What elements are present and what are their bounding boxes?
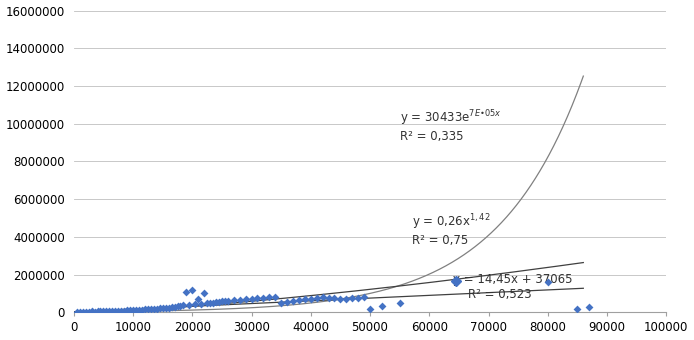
Point [282, 299, 293, 305]
Point [86, 309, 97, 314]
Point [329, 295, 340, 301]
Point [98, 308, 109, 314]
Point [80, 309, 91, 314]
Point [210, 300, 221, 305]
Point [121, 308, 133, 313]
Point [201, 301, 212, 306]
Point [187, 287, 198, 292]
Point [217, 299, 228, 304]
Point [198, 290, 210, 295]
Point [542, 279, 553, 285]
Point [154, 306, 165, 311]
Text: y = 14,45x + 37065
    R² = 0,523: y = 14,45x + 37065 R² = 0,523 [453, 273, 573, 301]
Point [196, 301, 207, 307]
Point [208, 300, 219, 305]
Point [83, 309, 94, 314]
Point [353, 295, 364, 301]
Point [107, 308, 118, 314]
Point [193, 296, 204, 302]
Point [157, 306, 168, 311]
Point [305, 296, 316, 302]
Point [112, 308, 124, 313]
Point [394, 300, 405, 306]
Point [287, 299, 298, 304]
Point [317, 294, 328, 300]
Point [172, 304, 183, 309]
Point [294, 298, 305, 303]
Point [184, 302, 195, 308]
Point [163, 305, 174, 311]
Point [252, 295, 263, 301]
Point [214, 299, 225, 305]
Point [584, 304, 595, 309]
Point [341, 296, 352, 302]
Point [149, 306, 160, 311]
Point [119, 308, 130, 313]
Point [181, 289, 192, 294]
Point [74, 309, 85, 314]
Point [246, 296, 257, 302]
Point [175, 303, 186, 308]
Point [311, 295, 322, 301]
Point [160, 305, 171, 311]
Point [92, 309, 103, 314]
Point [145, 306, 156, 312]
Point [258, 295, 269, 301]
Point [264, 294, 275, 300]
Point [299, 296, 310, 302]
Point [77, 309, 88, 314]
Point [219, 299, 230, 304]
Point [89, 309, 100, 314]
Point [142, 306, 153, 312]
Point [137, 307, 148, 312]
Point [228, 298, 239, 303]
Point [234, 297, 245, 302]
Point [95, 309, 106, 314]
Point [347, 295, 358, 301]
Point [359, 294, 370, 300]
Point [222, 298, 233, 303]
Point [128, 307, 139, 313]
Point [335, 296, 346, 302]
Point [572, 306, 583, 311]
Point [276, 300, 287, 306]
Text: y = 30433e$^{7E•05x}$
R² = 0,335: y = 30433e$^{7E•05x}$ R² = 0,335 [400, 109, 501, 143]
Point [323, 295, 334, 301]
Point [166, 304, 177, 310]
Point [178, 303, 189, 308]
Point [169, 304, 180, 309]
Point [130, 307, 142, 313]
Point [101, 308, 112, 314]
Point [104, 308, 115, 313]
Point [124, 308, 135, 313]
Point [205, 300, 216, 306]
Text: y = 0,26x$^{1,42}$
R² = 0,75: y = 0,26x$^{1,42}$ R² = 0,75 [412, 212, 490, 247]
Point [376, 303, 387, 308]
Point [71, 309, 83, 315]
Point [240, 296, 251, 302]
Point [151, 306, 162, 311]
Point [189, 302, 201, 307]
Point [139, 307, 151, 312]
Point [133, 307, 144, 312]
Point [270, 294, 281, 300]
Point [364, 306, 375, 311]
Point [110, 308, 121, 313]
Point [116, 308, 127, 313]
